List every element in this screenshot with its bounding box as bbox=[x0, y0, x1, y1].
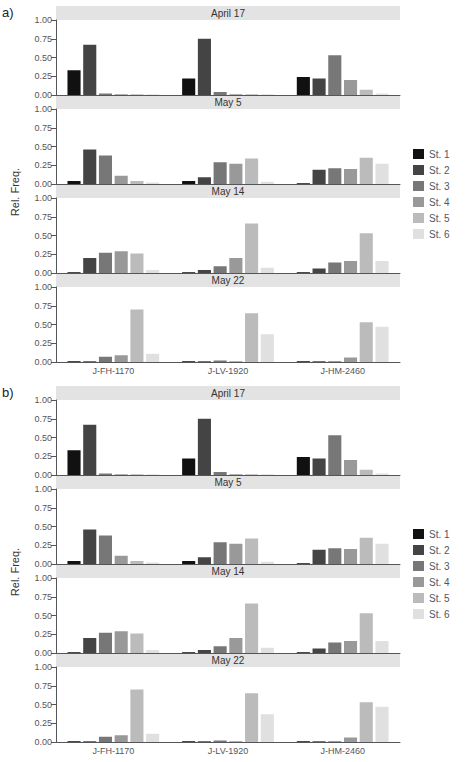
svg-text:0.00: 0.00 bbox=[34, 648, 52, 658]
svg-text:0.75: 0.75 bbox=[34, 212, 52, 222]
svg-text:0.00: 0.00 bbox=[34, 179, 52, 189]
svg-text:0.50: 0.50 bbox=[34, 522, 52, 532]
svg-text:0.50: 0.50 bbox=[34, 700, 52, 710]
svg-text:0.75: 0.75 bbox=[34, 681, 52, 691]
svg-text:May 14: May 14 bbox=[212, 566, 245, 577]
svg-text:1.00: 1.00 bbox=[34, 573, 52, 583]
svg-text:1.00: 1.00 bbox=[34, 395, 52, 405]
svg-text:0.75: 0.75 bbox=[34, 414, 52, 424]
svg-text:St. 4: St. 4 bbox=[429, 197, 450, 208]
svg-text:St. 4: St. 4 bbox=[429, 577, 450, 588]
svg-text:0.25: 0.25 bbox=[34, 540, 52, 550]
svg-text:1.00: 1.00 bbox=[34, 282, 52, 292]
svg-text:St. 1: St. 1 bbox=[429, 529, 450, 540]
svg-text:1.00: 1.00 bbox=[34, 662, 52, 672]
svg-text:J-FH-1170: J-FH-1170 bbox=[92, 746, 134, 756]
svg-text:0.50: 0.50 bbox=[34, 433, 52, 443]
svg-text:0.00: 0.00 bbox=[34, 90, 52, 100]
svg-text:Rel. Freq.: Rel. Freq. bbox=[9, 168, 21, 216]
svg-text:1.00: 1.00 bbox=[34, 193, 52, 203]
svg-text:May 22: May 22 bbox=[212, 275, 245, 286]
svg-text:0.75: 0.75 bbox=[34, 34, 52, 44]
svg-text:St. 1: St. 1 bbox=[429, 149, 450, 160]
svg-text:St. 5: St. 5 bbox=[429, 593, 450, 604]
svg-text:May 5: May 5 bbox=[214, 477, 242, 488]
svg-text:b): b) bbox=[2, 385, 14, 400]
svg-text:St. 2: St. 2 bbox=[429, 545, 450, 556]
svg-text:0.50: 0.50 bbox=[34, 142, 52, 152]
svg-text:0.00: 0.00 bbox=[34, 470, 52, 480]
svg-text:J-HM-2460: J-HM-2460 bbox=[320, 366, 365, 376]
svg-text:1.00: 1.00 bbox=[34, 15, 52, 25]
svg-text:0.25: 0.25 bbox=[34, 71, 52, 81]
svg-text:0.75: 0.75 bbox=[34, 503, 52, 513]
svg-text:0.25: 0.25 bbox=[34, 160, 52, 170]
svg-text:0.00: 0.00 bbox=[34, 737, 52, 747]
svg-text:0.50: 0.50 bbox=[34, 320, 52, 330]
svg-text:0.75: 0.75 bbox=[34, 301, 52, 311]
svg-text:0.25: 0.25 bbox=[34, 338, 52, 348]
svg-text:St. 6: St. 6 bbox=[429, 609, 450, 620]
svg-text:J-HM-2460: J-HM-2460 bbox=[320, 746, 365, 756]
svg-text:St. 5: St. 5 bbox=[429, 213, 450, 224]
svg-text:May 22: May 22 bbox=[212, 655, 245, 666]
svg-text:St. 3: St. 3 bbox=[429, 181, 450, 192]
svg-text:April 17: April 17 bbox=[211, 388, 245, 399]
svg-text:0.25: 0.25 bbox=[34, 451, 52, 461]
svg-text:0.25: 0.25 bbox=[34, 249, 52, 259]
svg-text:J-LV-1920: J-LV-1920 bbox=[208, 366, 248, 376]
svg-text:St. 3: St. 3 bbox=[429, 561, 450, 572]
svg-text:0.00: 0.00 bbox=[34, 357, 52, 367]
svg-text:0.25: 0.25 bbox=[34, 718, 52, 728]
svg-text:0.50: 0.50 bbox=[34, 611, 52, 621]
svg-text:May 5: May 5 bbox=[214, 97, 242, 108]
svg-text:0.50: 0.50 bbox=[34, 231, 52, 241]
svg-text:0.00: 0.00 bbox=[34, 268, 52, 278]
svg-text:1.00: 1.00 bbox=[34, 484, 52, 494]
svg-text:0.75: 0.75 bbox=[34, 123, 52, 133]
svg-text:1.00: 1.00 bbox=[34, 104, 52, 114]
svg-text:J-FH-1170: J-FH-1170 bbox=[92, 366, 134, 376]
svg-text:0.50: 0.50 bbox=[34, 53, 52, 63]
svg-text:0.00: 0.00 bbox=[34, 559, 52, 569]
svg-text:a): a) bbox=[2, 5, 14, 20]
svg-text:J-LV-1920: J-LV-1920 bbox=[208, 746, 248, 756]
svg-text:April 17: April 17 bbox=[211, 8, 245, 19]
svg-text:St. 6: St. 6 bbox=[429, 229, 450, 240]
svg-text:St. 2: St. 2 bbox=[429, 165, 450, 176]
svg-text:Rel. Freq.: Rel. Freq. bbox=[9, 548, 21, 596]
svg-text:0.25: 0.25 bbox=[34, 629, 52, 639]
svg-text:May 14: May 14 bbox=[212, 186, 245, 197]
svg-text:0.75: 0.75 bbox=[34, 592, 52, 602]
